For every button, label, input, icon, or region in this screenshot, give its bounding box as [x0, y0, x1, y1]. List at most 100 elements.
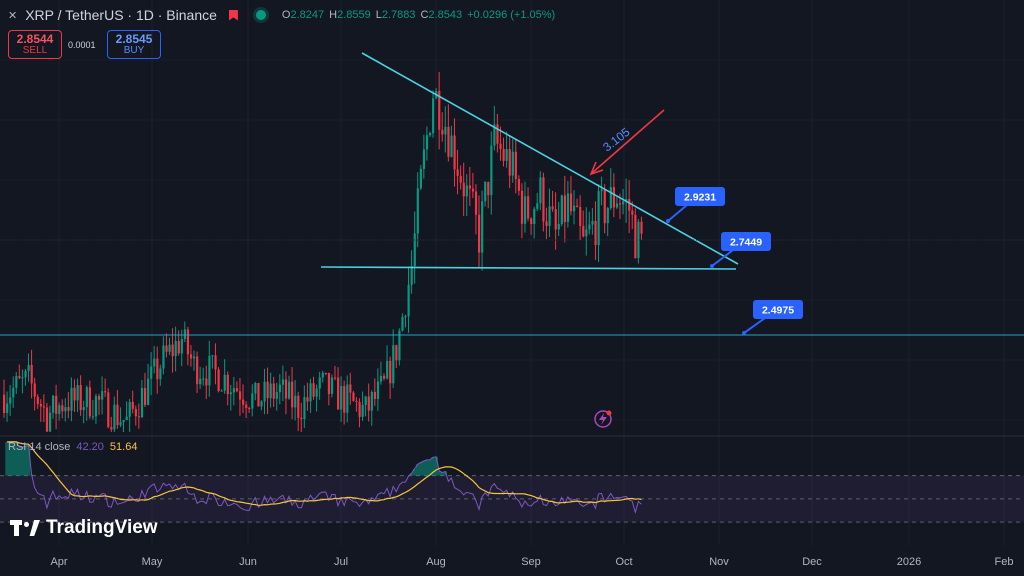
candlestick-series	[3, 71, 643, 432]
candle	[312, 376, 315, 400]
candle	[637, 219, 640, 264]
rsi-legend[interactable]: RSI 14 close 42.20 51.64	[8, 441, 137, 453]
candle	[101, 376, 104, 415]
candle	[502, 137, 505, 167]
symbol-title[interactable]: XRP / TetherUS · 1D · Binance	[25, 7, 217, 23]
candle	[165, 333, 168, 358]
candle	[352, 390, 355, 402]
sell-button[interactable]: 2.8544 SELL	[8, 30, 62, 59]
candle	[560, 194, 563, 227]
rsi-title: RSI 14 close	[8, 441, 71, 453]
candle	[33, 377, 36, 411]
candle	[70, 377, 73, 422]
candle	[91, 399, 95, 420]
buy-label: BUY	[123, 44, 145, 56]
symbol-x-icon[interactable]: ✕	[8, 9, 18, 22]
candle	[468, 166, 472, 206]
candle	[340, 376, 343, 422]
candle	[545, 207, 548, 240]
candle	[128, 398, 131, 432]
candle	[376, 368, 380, 411]
candle	[606, 206, 609, 237]
candle	[392, 329, 395, 388]
rsi-ma-line	[7, 441, 642, 506]
candle	[588, 211, 591, 235]
candle	[303, 385, 306, 428]
candle	[223, 359, 226, 394]
close-value: 2.8543	[428, 9, 463, 21]
candle	[242, 384, 245, 414]
candle	[343, 380, 346, 425]
svg-text:2.7449: 2.7449	[730, 237, 762, 249]
candle	[471, 172, 475, 198]
x-tick-may: May	[141, 556, 163, 568]
candle	[585, 207, 588, 256]
candle	[254, 381, 257, 401]
buy-button[interactable]: 2.8545 BUY	[107, 30, 161, 59]
flag-icon[interactable]	[228, 9, 238, 21]
candle	[214, 343, 217, 385]
candle	[395, 344, 398, 369]
time-axis[interactable]: Apr May Jun Jul Aug Sep Oct Nov Dec 2026 Feb	[0, 556, 1024, 572]
candle	[42, 394, 46, 423]
candle	[30, 349, 33, 399]
candle	[232, 377, 236, 406]
x-tick-feb: Feb	[994, 556, 1014, 568]
candle	[569, 175, 573, 216]
candle	[189, 345, 193, 367]
candle	[235, 381, 239, 393]
candle	[168, 337, 171, 356]
x-tick-aug: Aug	[426, 556, 446, 568]
candle	[459, 165, 462, 190]
candle	[226, 371, 229, 406]
x-tick-jul: Jul	[333, 556, 349, 568]
candle	[196, 351, 199, 394]
grid	[58, 0, 1005, 545]
candle	[321, 370, 324, 383]
candle	[36, 394, 39, 409]
candle	[600, 176, 603, 206]
candle	[3, 379, 6, 418]
candle	[260, 400, 263, 411]
candle	[88, 380, 92, 419]
arrow-text: 3.105	[600, 125, 633, 155]
candle	[566, 181, 570, 228]
candle	[379, 361, 383, 385]
candle	[505, 131, 508, 168]
sell-price: 2.8544	[16, 31, 54, 46]
candle	[281, 365, 285, 401]
candle	[465, 174, 468, 217]
candle	[527, 187, 530, 222]
candle	[107, 388, 110, 429]
market-status-icon[interactable]	[255, 10, 266, 20]
candle	[288, 375, 291, 400]
candle	[76, 378, 79, 413]
candle	[499, 126, 502, 161]
candle	[12, 376, 15, 408]
chart-header: ✕ XRP / TetherUS · 1D · Binance O2.8247 …	[8, 5, 555, 25]
candle	[94, 393, 98, 424]
candle	[79, 375, 82, 416]
candle	[413, 211, 416, 284]
candle	[358, 398, 361, 428]
candle	[523, 181, 527, 233]
event-lightning-icon	[594, 410, 612, 428]
candle	[631, 201, 634, 230]
sell-label: SELL	[22, 44, 48, 56]
candle	[73, 379, 76, 412]
price-label-3: 2.4975	[742, 300, 803, 335]
candle	[183, 321, 187, 343]
candle	[15, 372, 18, 395]
candle	[116, 390, 119, 429]
candle	[257, 382, 260, 407]
candle	[110, 416, 113, 432]
high-value: 2.8559	[337, 9, 371, 21]
candle	[180, 329, 183, 367]
tradingview-logo[interactable]: TradingView	[10, 517, 158, 539]
x-tick-jun: Jun	[239, 556, 257, 568]
candle	[511, 138, 514, 183]
candle	[21, 369, 24, 394]
candle	[603, 184, 606, 234]
ohlc-readout: O2.8247 H2.8559 L2.7883 C2.8543 +0.0296 …	[281, 9, 556, 21]
